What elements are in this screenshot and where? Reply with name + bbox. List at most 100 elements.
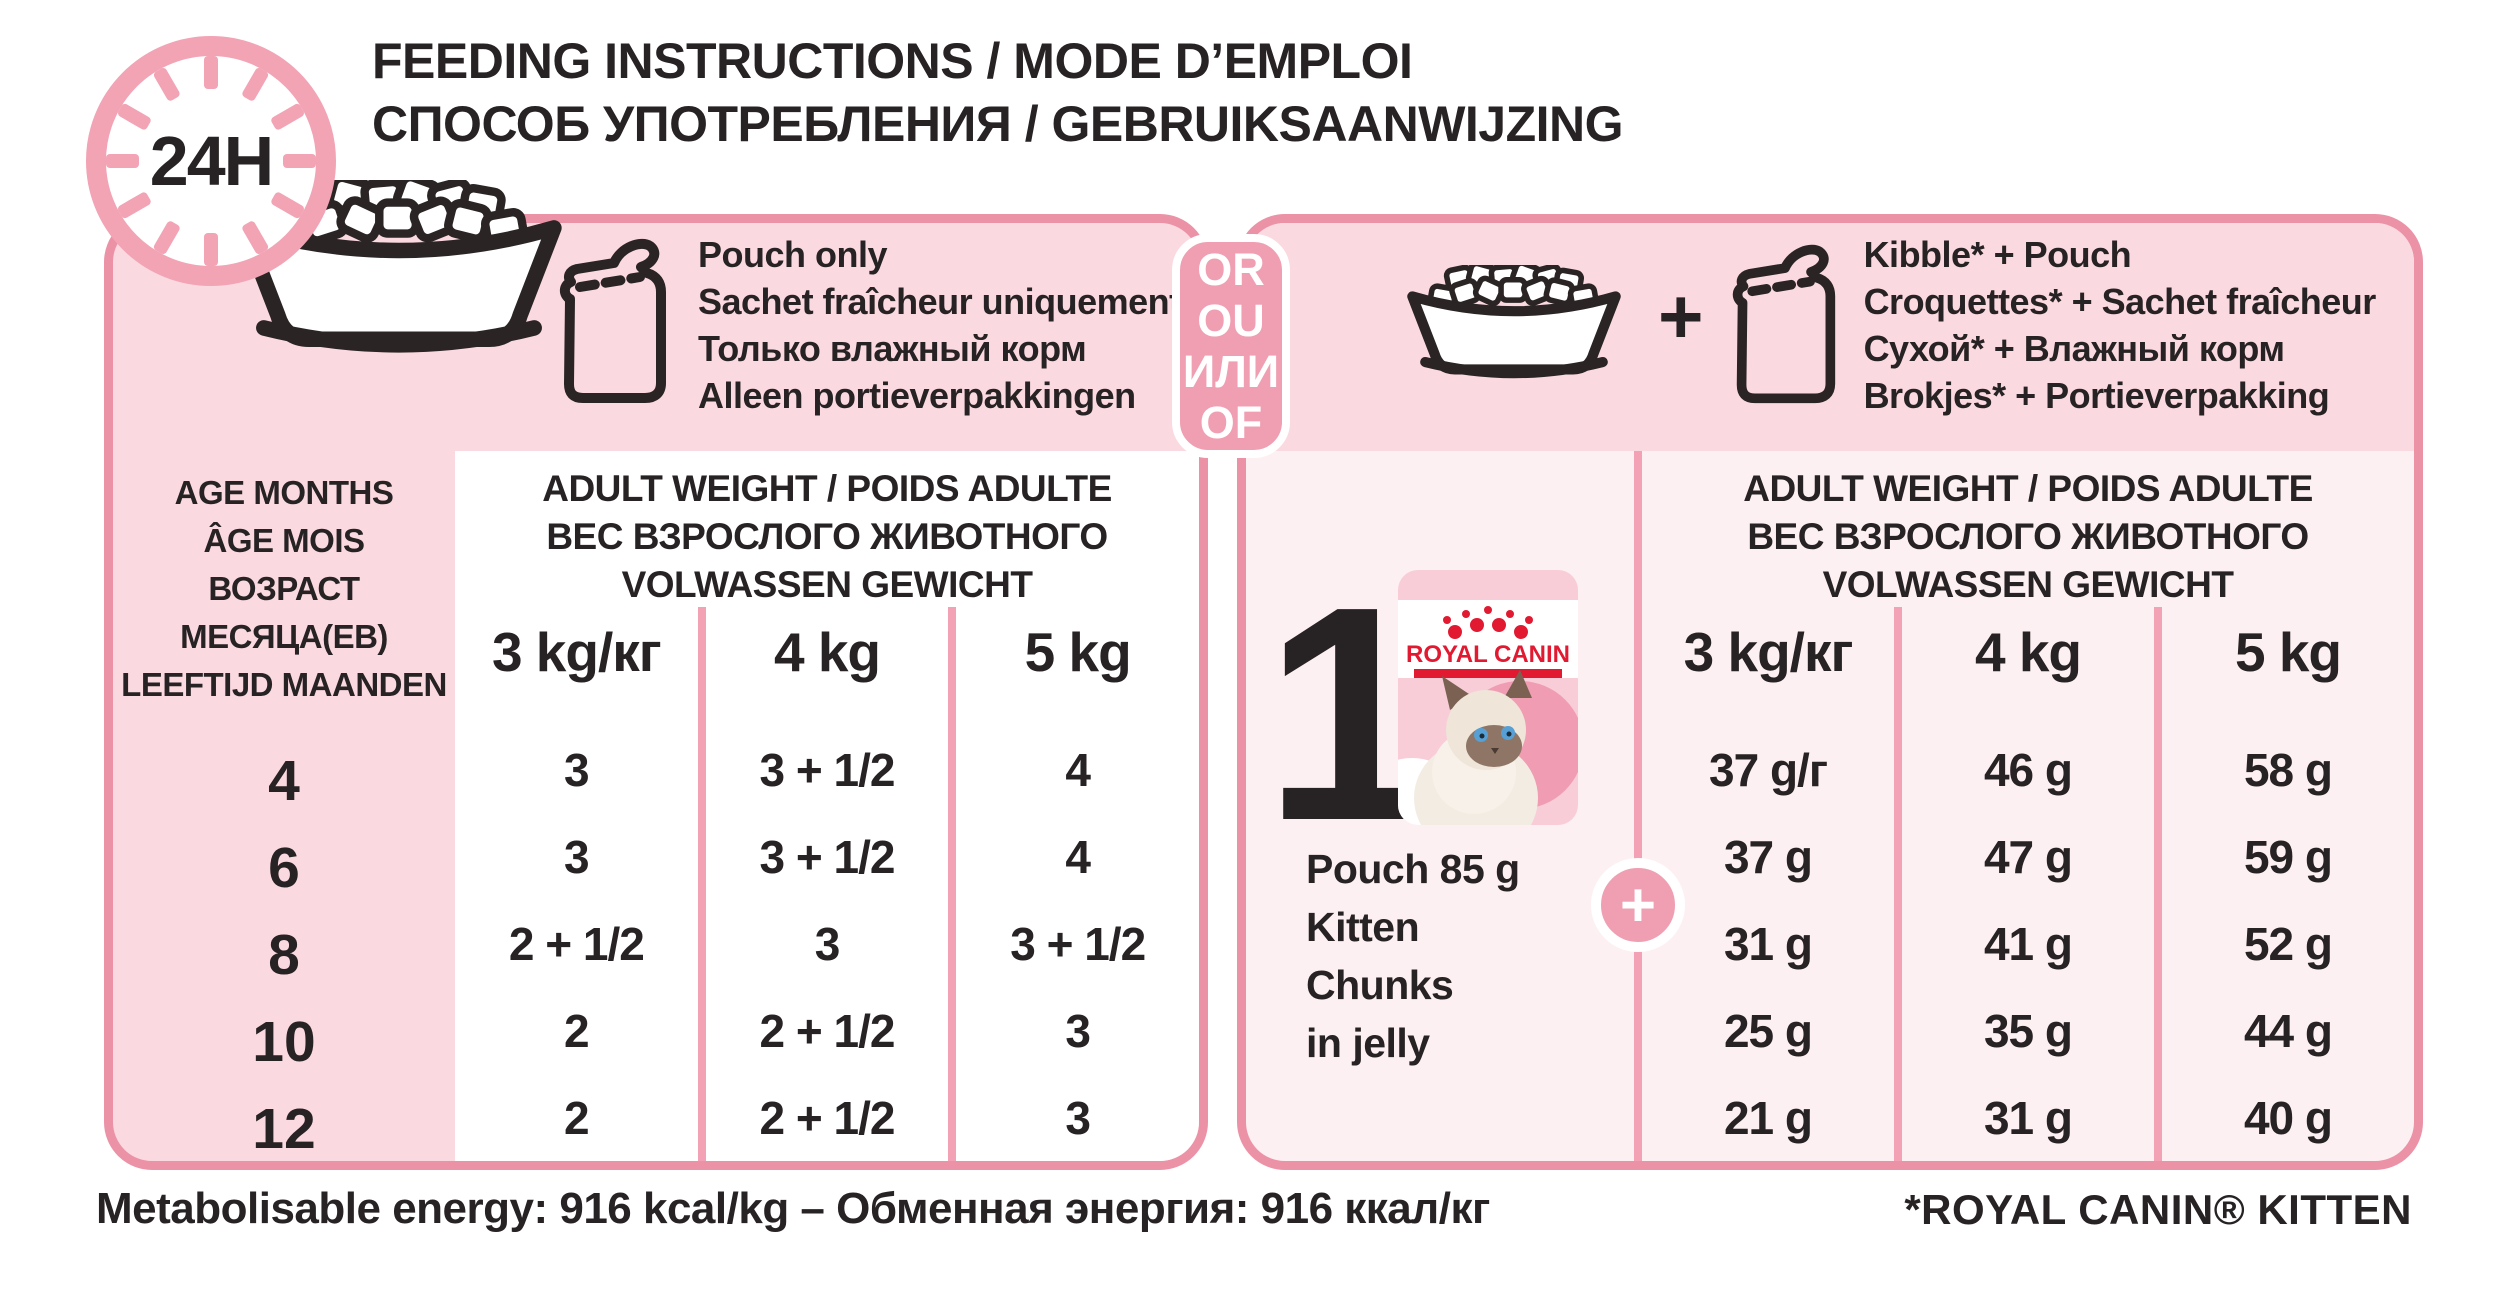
kibble-bowl-icon [1396,265,1632,387]
page-title-line-2: СПОСОБ УПОТРЕБЛЕНИЯ / GEBRUIKSAANWIJZING [372,96,1624,152]
option-line: Sachet fraîcheur uniquement [698,281,1181,322]
adult-weight-header: ADULT WEIGHT / POIDS ADULTE ВЕС ВЗРОСЛОГО… [1642,451,2414,609]
option-line: Сухой* + Влажный корм [1863,328,2285,369]
product-description: Pouch 85 g Kitten Chunks in jelly [1306,840,1520,1072]
clock-tick [152,66,182,103]
option-line: Только влажный корм [698,328,1087,369]
weight-header-line: VOLWASSEN GEWICHT [1822,564,2234,605]
weight-column: 5 kg 58 g 59 g 52 g 44 g 40 g [2154,607,2414,1161]
weight-header-line: ВЕС ВЗРОСЛОГО ЖИВОТНОГО [1747,516,2309,557]
clock-tick [204,56,218,89]
clock-tick [204,233,218,266]
weight-column: 5 kg 4 4 3 + 1/2 3 3 [948,607,1199,1161]
age-value: 12 [252,1096,316,1161]
age-value: 6 [268,835,300,900]
option-line: Kibble* + Pouch [1863,234,2132,275]
clock-tick [269,190,306,220]
pouch-feeding-table: ADULT WEIGHT / POIDS ADULTE ВЕС ВЗРОСЛОГО… [455,451,1199,1161]
feeding-value-cell: 46 g [1983,743,2073,796]
pack-brand-wordmark: ROYAL CANIN [1406,641,1570,668]
pouch-icon [558,237,670,407]
age-value: 4 [268,748,300,813]
or-word: OU [1197,295,1265,346]
mixed-table-grid: 3 kg/кг 37 g/г 37 g 31 g 25 g 21 g 4 kg 46 g 47 … [1642,607,2414,1161]
feeding-value-cell: 44 g [2243,1004,2333,1057]
feeding-value-cell: 25 g [1723,1004,1813,1057]
mixed-feeding-table: ADULT WEIGHT / POIDS ADULTE ВЕС ВЗРОСЛОГО… [1642,451,2414,1161]
feeding-value-cell: 40 g [2243,1091,2333,1144]
feeding-value-cell: 2 + 1/2 [759,1004,896,1057]
feeding-value-cell: 52 g [2243,917,2333,970]
feeding-value-cell: 58 g [2243,743,2333,796]
feeding-value-cell: 41 g [1983,917,2073,970]
pouch-only-panel: Pouch only Sachet fraîcheur uniquement Тол… [104,214,1208,1170]
feeding-value-cell: 3 [1065,1004,1091,1057]
feeding-value-cell: 3 [564,743,590,796]
option-line: Brokjes* + Portieverpakking [1863,375,2330,416]
pouch-only-header: Pouch only Sachet fraîcheur uniquement Тол… [113,223,1199,451]
feeding-value-cell: 35 g [1983,1004,2073,1057]
metabolisable-energy-note: Metabolisable energy: 916 kcal/kg – Обме… [96,1184,1490,1233]
weight-column-header: 4 kg [773,620,881,683]
feeding-value-cell: 37 g [1723,830,1813,883]
kitten-photo [1414,670,1538,825]
feeding-value-cell: 3 + 1/2 [759,830,896,883]
weight-header-line: VOLWASSEN GEWICHT [621,564,1033,605]
product-desc-line: in jelly [1306,1020,1430,1066]
feeding-value-cell: 3 [1065,1091,1091,1144]
feeding-value-cell: 3 [814,917,841,970]
age-header-line: LEEFTIJD MAANDEN [121,666,447,703]
weight-column: 4 kg 3 + 1/2 3 + 1/2 3 2 + 1/2 2 + 1/2 [697,607,949,1161]
age-column-header: AGE MONTHS ÂGE MOIS ВОЗРАСТ МЕСЯЦА(ЕВ) LEEF… [113,451,455,709]
feeding-value-cell: 59 g [2243,830,2333,883]
feeding-value-cell: 3 [564,830,590,883]
or-word: OF [1199,397,1263,448]
weight-column-header: 3 kg/кг [1683,620,1854,683]
clock-tick [116,190,153,220]
weight-column-values: 46 g 47 g 41 g 35 g 31 g [1902,726,2154,1161]
pouch-table-grid: 3 kg/кг 3 3 2 + 1/2 2 2 4 kg 3 + 1/2 3 + 1/2 3 2 +… [455,607,1199,1161]
weight-column-values: 4 4 3 + 1/2 3 3 [956,726,1199,1161]
kibble-pouch-text: Kibble* + Pouch Croquettes* + Sachet fraî… [1863,231,2377,419]
weight-column-values: 3 + 1/2 3 + 1/2 3 2 + 1/2 2 + 1/2 [706,726,949,1161]
feeding-value-cell: 2 [564,1091,590,1144]
feeding-value-cell: 47 g [1983,830,2073,883]
feeding-value-cell: 2 + 1/2 [508,917,645,970]
feeding-value-cell: 4 [1065,830,1091,883]
feeding-value-cell: 31 g [1723,917,1813,970]
or-badge: OR OU ИЛИ OF [1172,234,1290,458]
feeding-value-cell: 4 [1065,743,1091,796]
age-value: 8 [268,922,300,987]
option-line: Alleen portieverpakkingen [698,375,1136,416]
plus-badge: + [1591,858,1685,952]
adult-weight-header: ADULT WEIGHT / POIDS ADULTE ВЕС ВЗРОСЛОГО… [455,451,1199,609]
product-desc-line: Chunks [1306,962,1454,1008]
clock-tick [152,219,182,256]
feeding-value-cell: 3 + 1/2 [759,743,896,796]
kibble-footnote: *ROYAL CANIN® KITTEN [1904,1186,2412,1233]
clock-tick [116,102,153,132]
clock-tick [240,219,270,256]
clock-label: 24H [149,122,274,200]
page-title: FEEDING INSTRUCTIONS / MODE D’EMPLOI СПО… [372,30,1624,156]
pouch-icon [1730,243,1840,407]
feeding-value-cell: 21 g [1723,1091,1813,1144]
product-desc-line: Pouch 85 g [1306,846,1520,892]
age-header-line: ВОЗРАСТ МЕСЯЦА(ЕВ) [180,570,388,655]
weight-header-line: ADULT WEIGHT / POIDS ADULTE [542,468,1112,509]
feeding-value-cell: 2 + 1/2 [759,1091,896,1144]
product-desc-line: Kitten [1306,904,1420,950]
page-title-line-1: FEEDING INSTRUCTIONS / MODE D’EMPLOI [372,33,1413,89]
age-column: AGE MONTHS ÂGE MOIS ВОЗРАСТ МЕСЯЦА(ЕВ) LEEF… [113,451,455,1161]
weight-column-values: 3 3 2 + 1/2 2 2 [455,726,698,1161]
option-line: Croquettes* + Sachet fraîcheur [1863,281,2377,322]
weight-header-line: ADULT WEIGHT / POIDS ADULTE [1743,468,2313,509]
weight-column: 4 kg 46 g 47 g 41 g 35 g 31 g [1894,607,2154,1161]
age-value: 10 [252,1009,316,1074]
age-header-line: AGE MONTHS [174,474,394,511]
pouch-only-text: Pouch only Sachet fraîcheur uniquement Тол… [698,231,1181,419]
weight-column: 3 kg/кг 37 g/г 37 g 31 g 25 g 21 g [1642,607,1894,1161]
age-rows: 4 6 8 10 12 [113,737,455,1172]
or-word: ИЛИ [1182,346,1280,397]
